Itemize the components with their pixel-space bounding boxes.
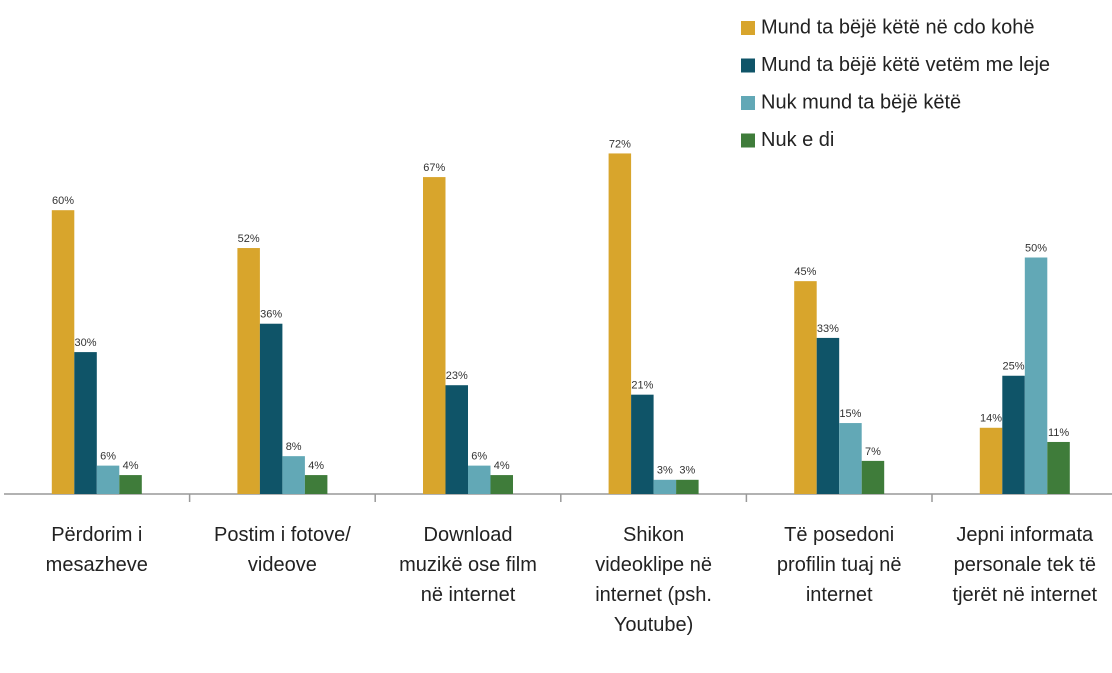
value-label: 6% xyxy=(100,451,116,463)
bar xyxy=(1047,441,1070,494)
value-label: 3% xyxy=(679,465,695,477)
value-label: 11% xyxy=(1048,427,1069,439)
bar xyxy=(631,394,654,494)
bar xyxy=(423,177,446,494)
category-label: Postim i fotove/ videove xyxy=(214,524,351,576)
value-label: 4% xyxy=(308,460,324,472)
bar xyxy=(259,323,283,494)
category-label: Download muzikë ose film në internet xyxy=(399,524,537,606)
bar xyxy=(96,465,120,494)
bar xyxy=(445,385,468,494)
bar xyxy=(1002,375,1025,494)
value-label: 6% xyxy=(471,451,487,463)
legend-label: Mund ta bëjë këtë vetëm me leje xyxy=(761,54,1050,76)
bar xyxy=(490,475,513,494)
legend-label: Nuk mund ta bëjë këtë xyxy=(761,91,961,113)
bar xyxy=(861,460,885,494)
value-label: 36% xyxy=(260,309,282,321)
legend-swatch xyxy=(741,21,755,35)
value-label: 52% xyxy=(238,233,260,245)
value-label: 4% xyxy=(494,460,510,472)
bar xyxy=(119,475,142,494)
value-label: 30% xyxy=(75,337,97,349)
value-label: 25% xyxy=(1003,361,1025,373)
value-label: 72% xyxy=(609,138,631,150)
bar xyxy=(51,210,75,494)
legend-swatch xyxy=(741,58,755,73)
value-label: 50% xyxy=(1025,242,1047,254)
bar xyxy=(1024,257,1048,494)
category-label: Të posedoni profilin tuaj në internet xyxy=(776,524,902,606)
category-label: Jepni informata personale tek të tjerët … xyxy=(952,524,1098,606)
legend-swatch xyxy=(741,133,755,148)
value-label: 33% xyxy=(817,323,839,335)
bar xyxy=(839,423,862,494)
legend-label: Mund ta bëjë këtë në cdo kohë xyxy=(761,16,1035,38)
value-label: 67% xyxy=(423,162,445,174)
bar xyxy=(468,465,491,494)
value-label: 60% xyxy=(52,195,74,207)
bar xyxy=(794,281,817,494)
value-label: 7% xyxy=(865,446,881,458)
bar xyxy=(979,427,1003,494)
value-label: 3% xyxy=(657,465,673,477)
bar xyxy=(282,456,305,494)
value-label: 8% xyxy=(286,441,302,453)
bar xyxy=(816,337,840,494)
value-label: 21% xyxy=(631,380,653,392)
value-label: 4% xyxy=(123,460,139,472)
bar xyxy=(237,248,260,494)
value-label: 45% xyxy=(794,266,816,278)
bar xyxy=(608,153,632,494)
value-label: 15% xyxy=(839,408,861,420)
bar xyxy=(653,479,677,494)
category-label: Përdorim i mesazheve xyxy=(45,524,148,576)
legend-swatch xyxy=(741,96,755,110)
value-label: 14% xyxy=(980,413,1002,425)
value-label: 23% xyxy=(446,370,468,382)
category-label: Shikon videoklipe në internet (psh. Yout… xyxy=(595,524,712,636)
bar xyxy=(676,479,699,494)
bar xyxy=(304,475,328,494)
bar xyxy=(74,352,97,494)
legend-label: Nuk e di xyxy=(761,129,834,151)
